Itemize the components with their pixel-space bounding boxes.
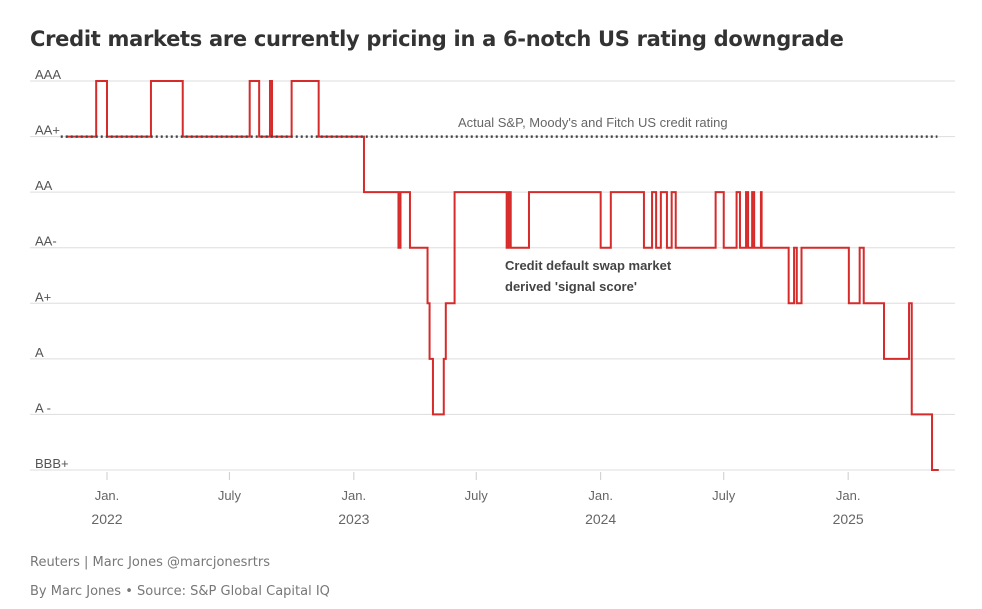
x-tick-year: 2023 xyxy=(338,511,369,527)
x-tick-year: 2024 xyxy=(585,511,616,527)
y-tick-label: BBB+ xyxy=(35,456,69,471)
y-tick-label: AA- xyxy=(35,234,57,249)
x-tick-label: July xyxy=(465,488,489,503)
y-tick-label: A - xyxy=(35,400,51,415)
x-tick-label: Jan. xyxy=(588,488,613,503)
signal-score-label: derived 'signal score' xyxy=(505,279,637,294)
y-tick-label: A+ xyxy=(35,289,51,304)
footer-byline: By Marc Jones • Source: S&P Global Capit… xyxy=(30,584,330,599)
x-tick-label: July xyxy=(218,488,242,503)
y-tick-label: A xyxy=(35,345,44,360)
chart-title: Credit markets are currently pricing in … xyxy=(30,27,844,51)
y-tick-label: AA+ xyxy=(35,123,60,138)
x-tick-label: July xyxy=(712,488,736,503)
y-tick-label: AAA xyxy=(35,67,61,82)
x-tick-label: Jan. xyxy=(836,488,861,503)
x-tick-label: Jan. xyxy=(342,488,367,503)
actual-rating-label: Actual S&P, Moody's and Fitch US credit … xyxy=(458,115,728,130)
x-tick-year: 2022 xyxy=(91,511,122,527)
signal-score-line xyxy=(65,80,939,471)
footer-credit: Reuters | Marc Jones @marcjonesrtrs xyxy=(30,555,270,570)
x-tick-label: Jan. xyxy=(95,488,120,503)
signal-score-label: Credit default swap market xyxy=(505,258,672,273)
y-tick-label: AA xyxy=(35,178,53,193)
x-tick-year: 2025 xyxy=(833,511,864,527)
